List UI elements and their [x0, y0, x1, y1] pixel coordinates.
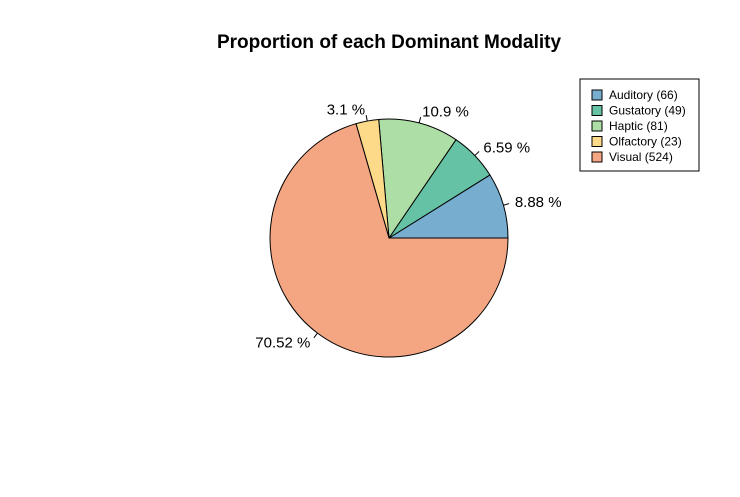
- pie-percent-label: 3.1 %: [327, 101, 365, 118]
- legend-entry: Auditory (66): [609, 88, 678, 102]
- legend-entry: Gustatory (49): [609, 104, 686, 118]
- pie-percent-label: 6.59 %: [483, 139, 530, 156]
- legend-swatch: [591, 105, 603, 116]
- pie-slice-haptic: [378, 118, 457, 240]
- legend-entry: Visual (524): [609, 150, 673, 164]
- legend-swatch: [591, 136, 603, 147]
- pie-label-tick: [474, 151, 480, 156]
- pie-label-tick: [418, 116, 422, 123]
- pie-slice-visual: [269, 123, 509, 358]
- legend: Auditory (66) Gustatory (49)Haptic (81) Ol…: [579, 78, 700, 172]
- legend-swatch: [591, 120, 603, 132]
- legend-swatch: [591, 151, 603, 163]
- pie-label-tick: [313, 332, 318, 339]
- chart-title: Proportion of each Dominant Modality: [217, 32, 562, 53]
- pie-percent-label: 8.88 %: [515, 194, 562, 211]
- pie-label-tick: [503, 203, 510, 206]
- pie-percent-label: 10.9 %: [422, 103, 469, 120]
- legend-swatch: [591, 89, 603, 101]
- legend-entry: Olfactory (23): [609, 135, 682, 149]
- pie-labels: 8.88 % 6.59 % 10.9 % 3.1 % 70.52 %: [255, 101, 561, 351]
- legend-entry: Haptic (81): [609, 119, 668, 133]
- pie-percent-label: 70.52 %: [255, 335, 310, 352]
- pie-slices: [269, 118, 509, 358]
- pie-label-tick: [365, 115, 368, 122]
